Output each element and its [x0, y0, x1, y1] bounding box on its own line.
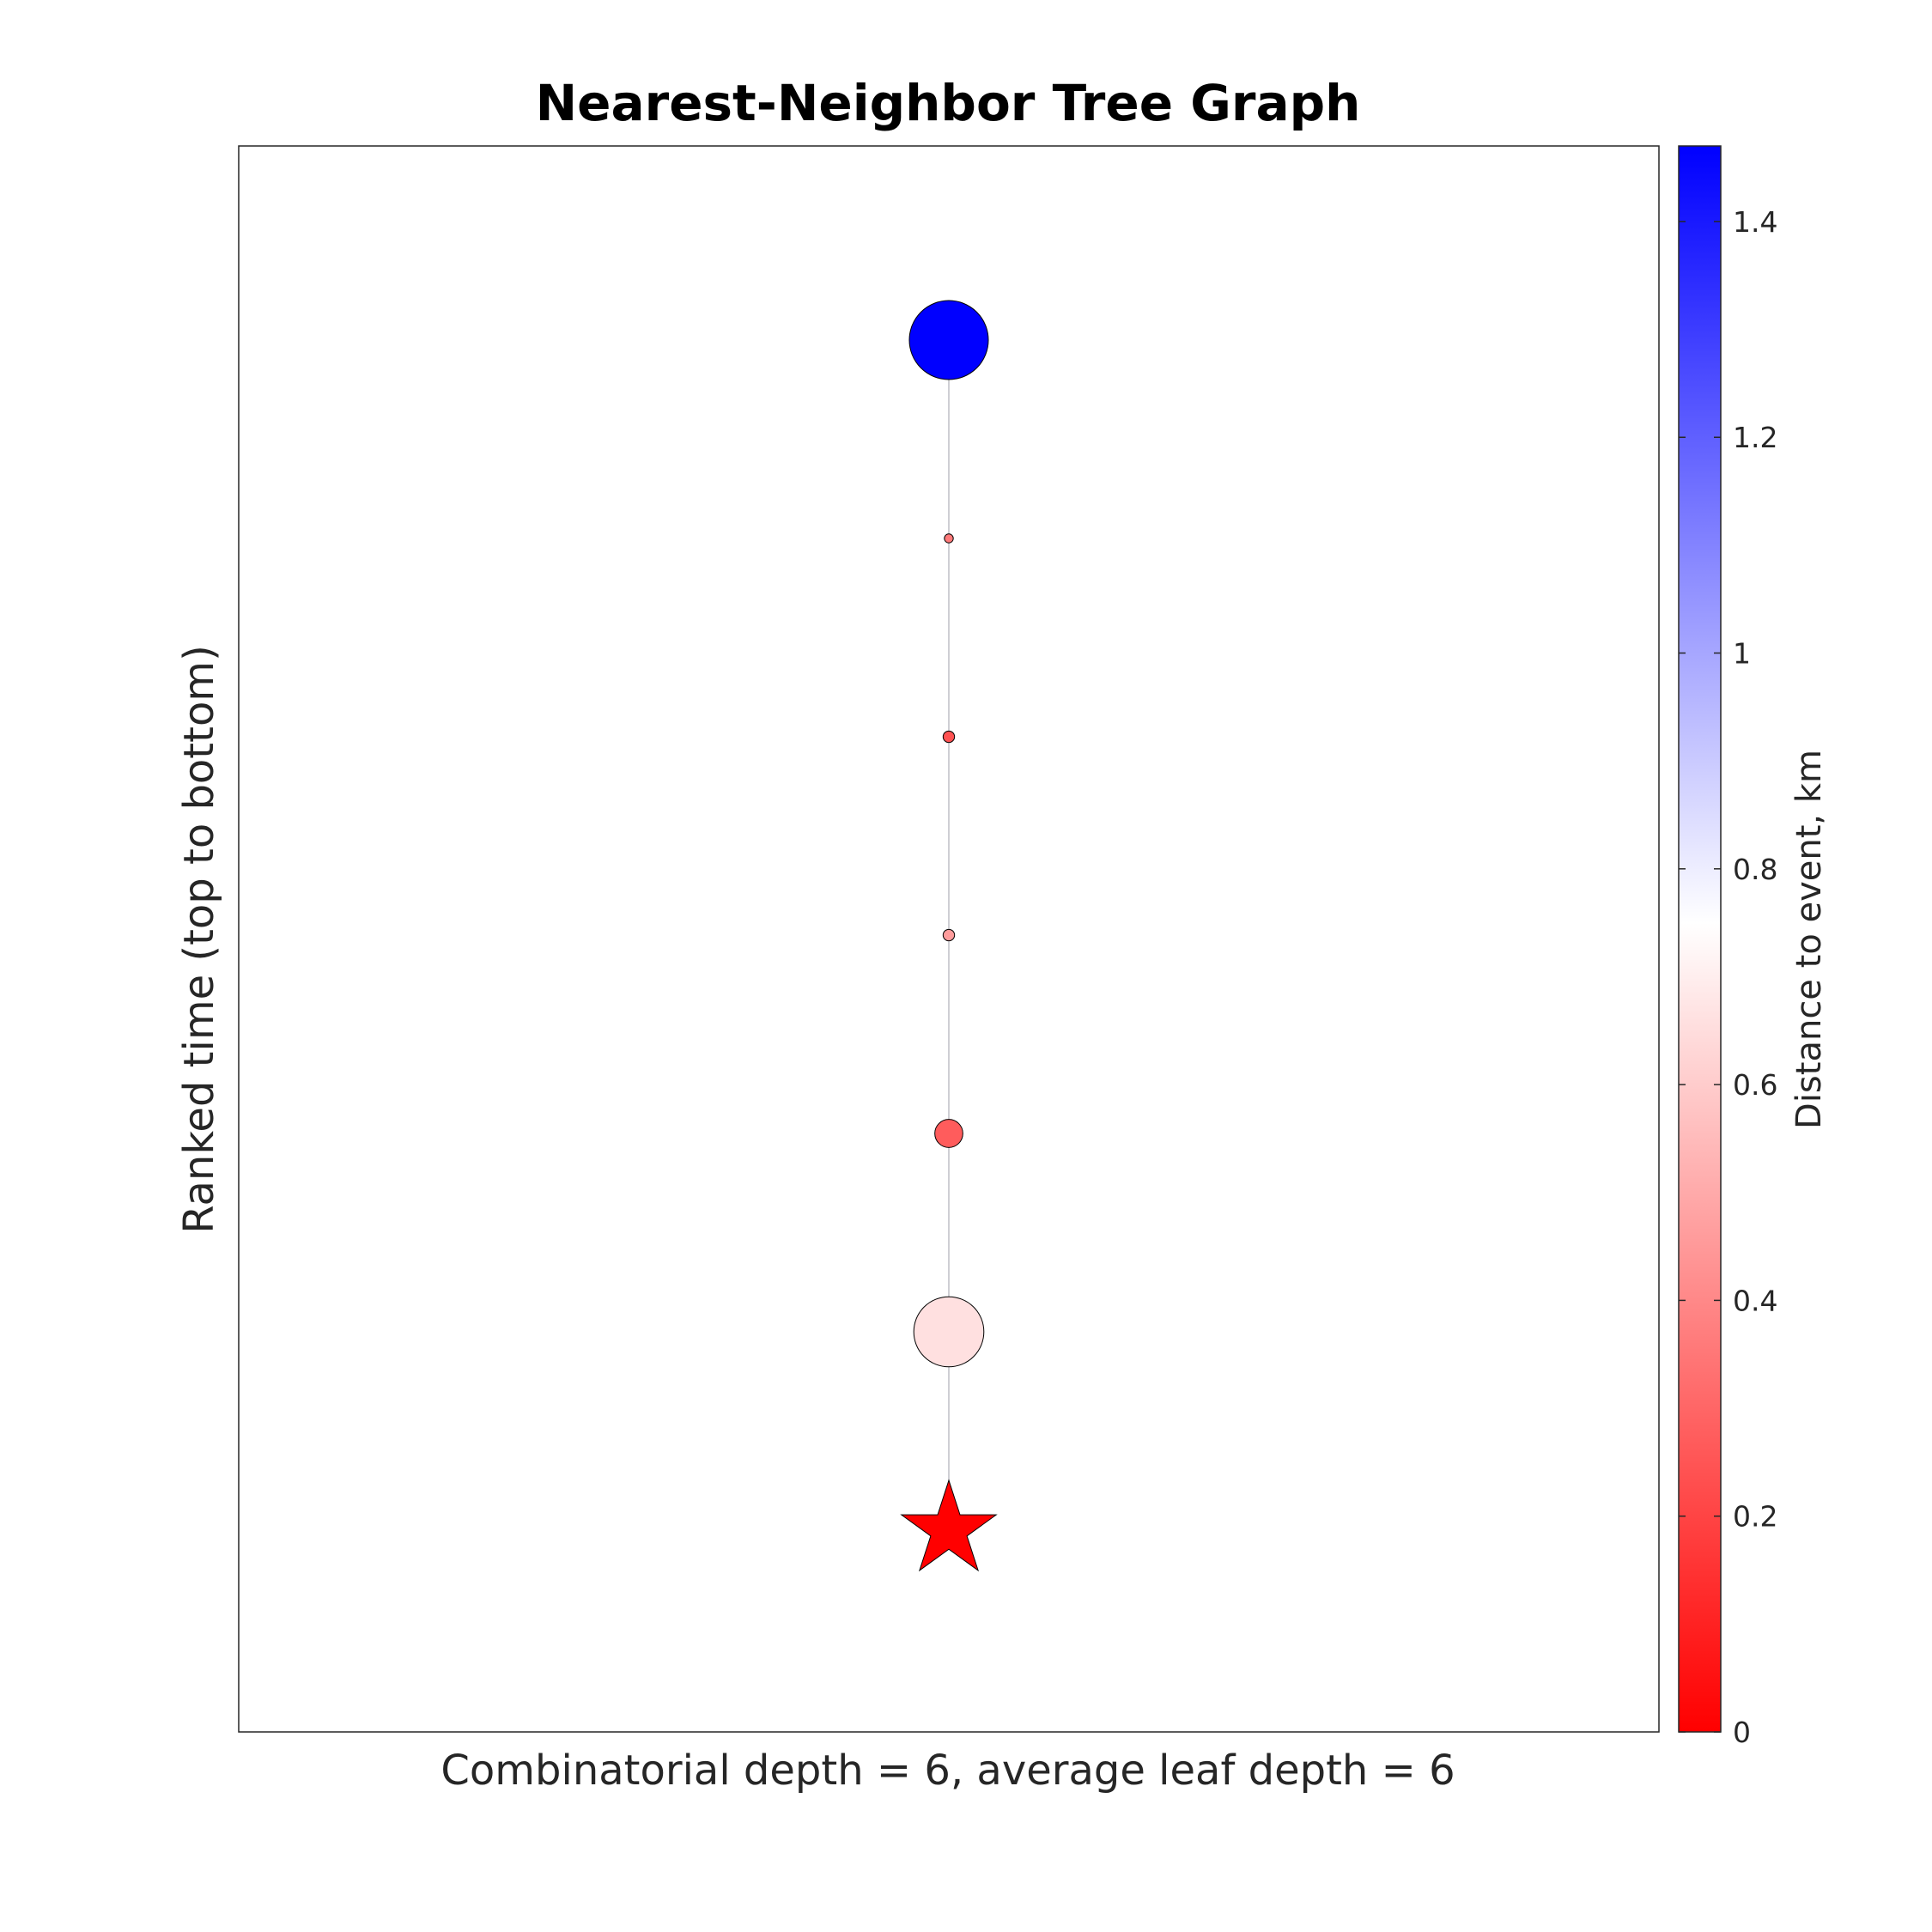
y-axis-label: Ranked time (top to bottom) [175, 645, 223, 1234]
tree-node-point [934, 1119, 963, 1148]
colorbar-tick-label: 0.8 [1733, 853, 1777, 886]
chart-title: Nearest-Neighbor Tree Graph [536, 74, 1361, 132]
colorbar-tick-label: 0.2 [1733, 1500, 1777, 1534]
x-axis-label: Combinatorial depth = 6, average leaf de… [440, 1747, 1455, 1795]
colorbar-ticks: 0 0.2 0.4 0.6 0.8 1 1.2 1.4 [1679, 205, 1777, 1749]
colorbar: 0 0.2 0.4 0.6 0.8 1 1.2 1.4 Distance to event, … [1678, 145, 1829, 1749]
tree-node-point [908, 300, 989, 380]
colorbar-tick-label: 0.6 [1733, 1068, 1777, 1102]
colorbar-gradient [1678, 145, 1722, 1733]
tree-nodes [900, 300, 998, 1572]
tree-node-point [913, 1296, 985, 1368]
colorbar-tick-label: 0.4 [1733, 1284, 1777, 1317]
colorbar-tick-label: 0 [1733, 1716, 1751, 1749]
colorbar-tick-label: 1.4 [1733, 205, 1777, 239]
tree-node-point [942, 730, 956, 744]
tree-node-point [944, 533, 954, 544]
tree-node-point [942, 928, 956, 942]
colorbar-tick-label: 1.2 [1733, 421, 1777, 454]
colorbar-tick-label: 1 [1733, 637, 1751, 671]
event-star-marker [900, 1479, 998, 1572]
colorbar-label: Distance to event, km [1789, 750, 1829, 1129]
